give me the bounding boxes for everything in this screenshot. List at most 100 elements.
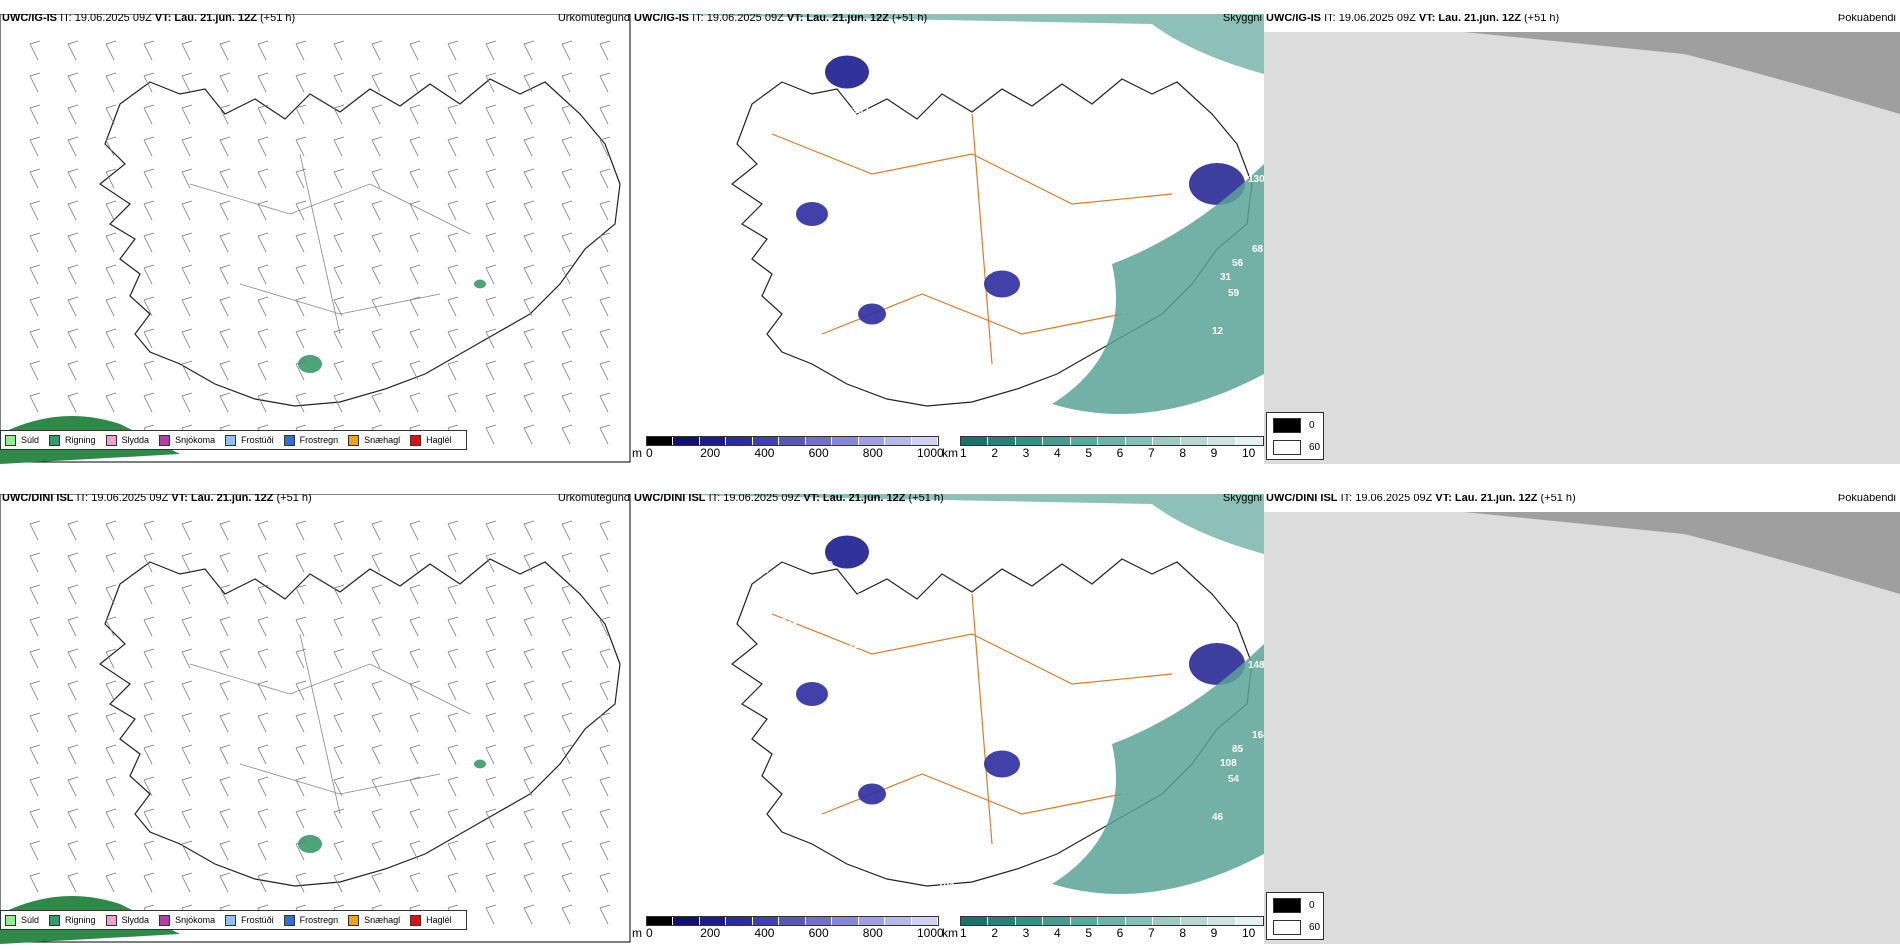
legend-item: Snjókoma: [159, 914, 216, 926]
wind-barb: [561, 424, 573, 445]
fog-field: [1264, 32, 1900, 114]
wind-barb: [409, 232, 421, 253]
wind-barb: [523, 424, 535, 445]
wind-barb: [105, 744, 117, 765]
colorbar-tick: 6: [1116, 926, 1124, 940]
wind-barb: [29, 296, 41, 317]
rain-area: [474, 279, 486, 289]
wind-barb: [181, 72, 193, 93]
cloud-base-area: [796, 682, 828, 706]
legend-label: Slydda: [121, 915, 150, 925]
wind-barb: [523, 648, 535, 669]
cloud-base-value: 85: [1050, 306, 1062, 317]
panel-title: UWC/IG-IS IT: 19.06.2025 09Z VT: Lau. 21…: [634, 14, 928, 24]
legend-label: Haglél: [426, 435, 452, 445]
cloud-base-value: 104: [990, 820, 1007, 831]
wind-barb: [485, 840, 497, 861]
wind-barb: [105, 264, 117, 285]
wind-barb: [181, 776, 193, 797]
wind-barb: [257, 200, 269, 221]
wind-barb: [143, 168, 155, 189]
colorbar-bin: [1070, 917, 1099, 925]
legend-label: Snjókoma: [175, 915, 216, 925]
wind-barb: [257, 392, 269, 413]
colorbar-bin: [858, 437, 886, 445]
wind-barb: [599, 872, 611, 893]
panel-label: Úrkomutegund: [557, 494, 630, 504]
wind-barb: [599, 424, 611, 445]
wind-barb: [143, 776, 155, 797]
fog-legend-item: 60: [1273, 920, 1320, 935]
rain-area: [298, 835, 322, 853]
wind-barb: [181, 680, 193, 701]
wind-barb: [523, 808, 535, 829]
legend-item: Snjókoma: [159, 434, 215, 446]
wind-barb: [333, 72, 345, 93]
cloud-base-area: [984, 750, 1020, 778]
wind-barb: [105, 168, 117, 189]
wind-barb: [371, 104, 383, 125]
wind-barb: [485, 616, 497, 637]
panel-label: Þokuábendi: [1837, 494, 1896, 504]
wind-barb: [333, 584, 345, 605]
wind-barb: [599, 520, 611, 541]
wind-barb: [409, 104, 421, 125]
wind-barb: [485, 680, 497, 701]
wind-barb: [143, 520, 155, 541]
wind-barb: [409, 744, 421, 765]
cloud-base-area: [825, 535, 869, 569]
colorbar-bin: [1208, 437, 1236, 445]
wind-barb: [29, 648, 41, 669]
wind-barb: [599, 360, 611, 381]
wind-barb: [523, 200, 535, 221]
wind-barb: [105, 360, 117, 381]
wind-barb: [447, 360, 459, 381]
cloud-base-value: 105: [1016, 820, 1033, 831]
wind-barb: [29, 616, 41, 637]
wind-barb: [67, 744, 79, 765]
legend-swatch: [410, 914, 422, 926]
wind-barb: [409, 168, 421, 189]
cloud-base-value: 41: [782, 532, 794, 543]
colorbar-tick: 9: [1210, 446, 1218, 460]
wind-barb: [371, 840, 383, 861]
wind-barb: [29, 264, 41, 285]
wind-barb: [143, 680, 155, 701]
wind-barb: [447, 648, 459, 669]
wind-barb: [29, 552, 41, 573]
wind-barb: [333, 552, 345, 573]
colorbar-tick: 5: [1085, 926, 1093, 940]
wind-barb: [485, 104, 497, 125]
low-visibility-area: [1052, 164, 1264, 414]
legend-label: Súld: [21, 435, 40, 445]
legend-item: Haglél: [410, 914, 452, 926]
colorbar-tick: 8: [1179, 446, 1187, 460]
legend-item: Haglél: [410, 434, 452, 446]
colorbar-bin: [1015, 917, 1044, 925]
colorbar-tick: 7: [1148, 926, 1155, 940]
wind-barb: [295, 776, 307, 797]
colorbar-unit: m: [632, 446, 642, 460]
wind-barb: [29, 520, 41, 541]
wind-barb: [29, 328, 41, 349]
colorbar-bin: [805, 437, 833, 445]
wind-barb: [447, 680, 459, 701]
wind-barb: [295, 360, 307, 381]
wind-barb: [333, 136, 345, 157]
wind-barb: [295, 40, 307, 61]
wind-barb: [561, 648, 573, 669]
wind-barb: [333, 296, 345, 317]
wind-barb: [105, 392, 117, 413]
panel-label: Þokuábendi: [1837, 14, 1896, 24]
colorbar-unit: m: [632, 926, 642, 940]
wind-barb: [181, 552, 193, 573]
wind-barb: [105, 808, 117, 829]
wind-barb: [257, 168, 269, 189]
wind-barb: [181, 872, 193, 893]
fog-legend: 0 60: [1266, 412, 1324, 460]
wind-barb: [219, 520, 231, 541]
wind-barb: [143, 648, 155, 669]
wind-barb: [295, 328, 307, 349]
fog-legend-item: 0: [1273, 898, 1315, 913]
cloud-base-value: 11: [1012, 782, 1023, 793]
